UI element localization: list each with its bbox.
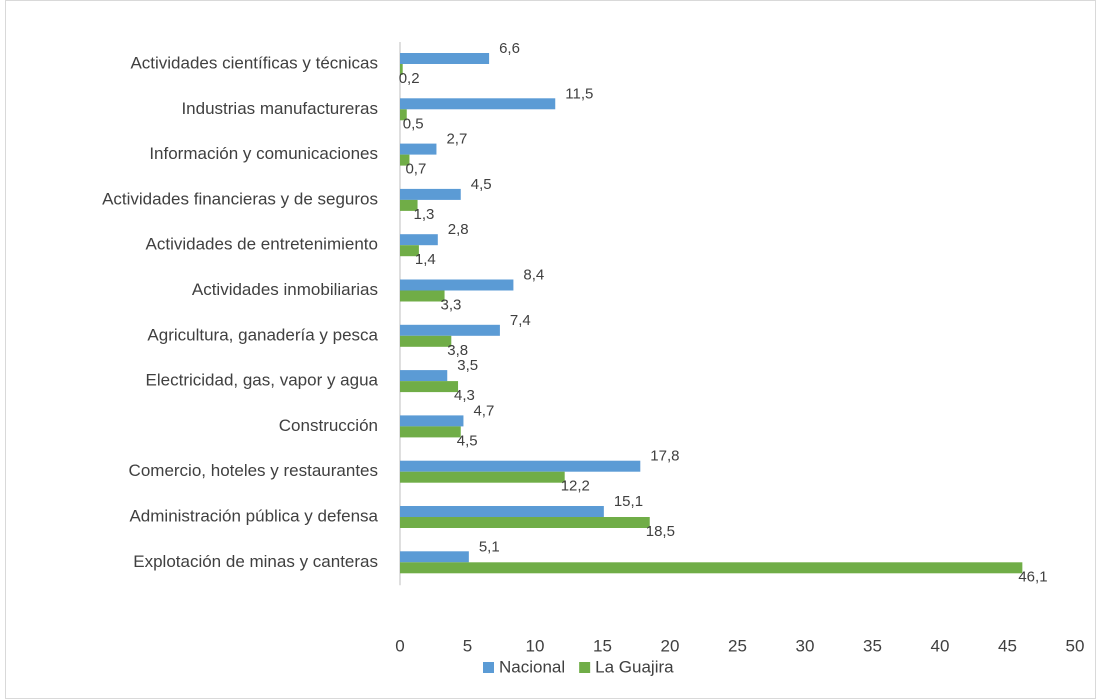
bar <box>400 381 459 393</box>
value-label: 46,1 <box>1018 568 1047 585</box>
value-label: 1,4 <box>415 251 436 268</box>
value-label: 18,5 <box>646 523 675 540</box>
value-label: 3,8 <box>447 342 468 359</box>
bar <box>400 154 410 166</box>
value-label: 0,5 <box>403 115 424 132</box>
value-label: 4,5 <box>457 432 478 449</box>
value-label: 17,8 <box>650 448 679 465</box>
bar <box>400 471 565 483</box>
x-tick-label: 50 <box>1066 636 1085 655</box>
bar <box>400 199 418 211</box>
x-tick-label: 10 <box>526 636 545 655</box>
x-tick-label: 25 <box>728 636 747 655</box>
bar <box>400 290 445 302</box>
bar <box>400 551 469 563</box>
bar <box>400 335 452 347</box>
y-tick-label: Agricultura, ganadería y pesca <box>147 325 378 344</box>
bar <box>400 234 438 246</box>
value-label: 5,1 <box>479 538 500 555</box>
value-label: 4,3 <box>454 387 475 404</box>
value-label: 3,5 <box>457 357 478 374</box>
x-tick-label: 45 <box>998 636 1017 655</box>
legend-label: La Guajira <box>595 657 674 676</box>
bar <box>400 188 461 200</box>
x-tick-label: 15 <box>593 636 612 655</box>
y-tick-label: Industrias manufactureras <box>181 99 378 118</box>
y-tick-label: Construcción <box>279 416 378 435</box>
bar <box>400 53 490 64</box>
value-label: 8,4 <box>523 266 544 283</box>
bar <box>400 562 1023 574</box>
y-tick-label: Administración pública y defensa <box>129 506 378 525</box>
y-tick-label: Actividades de entretenimiento <box>146 235 378 254</box>
y-tick-label: Actividades científicas y técnicas <box>130 53 378 72</box>
legend-label: Nacional <box>499 657 565 676</box>
bar <box>400 245 419 257</box>
y-tick-label: Electricidad, gas, vapor y agua <box>146 371 379 390</box>
bar <box>400 426 461 438</box>
legend-swatch <box>579 662 591 673</box>
value-label: 4,5 <box>471 176 492 193</box>
bar <box>400 143 437 155</box>
bar <box>400 370 448 382</box>
y-tick-label: Explotación de minas y canteras <box>133 552 378 571</box>
bar <box>400 64 403 75</box>
value-label: 2,8 <box>448 221 469 238</box>
value-label: 4,7 <box>473 402 494 419</box>
x-tick-label: 40 <box>931 636 950 655</box>
x-tick-label: 30 <box>796 636 815 655</box>
y-tick-label: Actividades financieras y de seguros <box>102 189 378 208</box>
x-tick-label: 20 <box>661 636 680 655</box>
value-label: 6,6 <box>499 40 520 57</box>
value-label: 7,4 <box>510 312 531 329</box>
y-tick-label: Actividades inmobiliarias <box>192 280 378 299</box>
value-label: 0,2 <box>399 70 420 87</box>
x-tick-label: 5 <box>463 636 472 655</box>
bar <box>400 98 556 110</box>
chart-frame <box>5 0 1096 699</box>
x-tick-label: 35 <box>863 636 882 655</box>
bar <box>400 506 604 517</box>
y-tick-label: Comercio, hoteles y restaurantes <box>129 461 378 480</box>
bar <box>400 109 407 121</box>
value-label: 3,3 <box>441 296 462 313</box>
value-label: 1,3 <box>414 206 435 223</box>
x-tick-label: 0 <box>395 636 404 655</box>
value-label: 11,5 <box>565 85 593 102</box>
bar <box>400 415 464 427</box>
value-label: 0,7 <box>405 161 426 178</box>
y-tick-label: Información y comunicaciones <box>149 144 378 163</box>
legend-swatch <box>483 662 494 673</box>
value-label: 2,7 <box>446 131 467 148</box>
value-label: 15,1 <box>614 493 643 510</box>
bar <box>400 460 641 472</box>
bar <box>400 517 650 528</box>
value-label: 12,2 <box>561 478 590 495</box>
bar <box>400 279 514 291</box>
bar <box>400 324 500 336</box>
